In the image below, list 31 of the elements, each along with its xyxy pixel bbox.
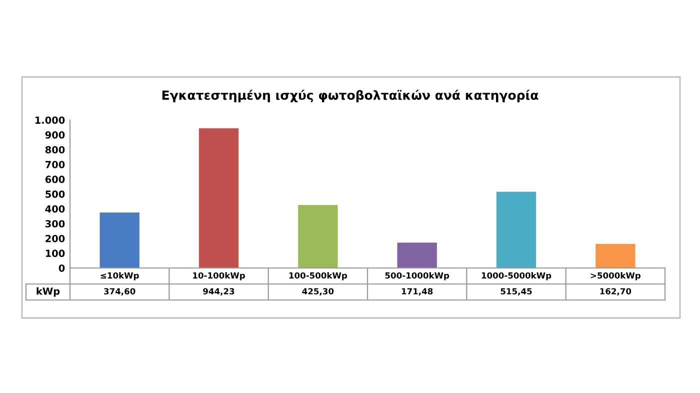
y-tick-label: 800 <box>45 146 65 154</box>
y-tick-label: 0 <box>58 264 65 272</box>
data-label: 425,30 <box>302 288 334 296</box>
data-label: 162,70 <box>600 288 632 296</box>
y-tick-label: 600 <box>45 176 65 184</box>
y-tick-label: 1.000 <box>35 116 65 124</box>
bar <box>496 192 536 268</box>
data-label: 944,23 <box>203 288 234 296</box>
text: kWp <box>36 287 60 297</box>
bar <box>397 242 437 268</box>
x-tick-label: 1000-5000kWp <box>482 272 552 280</box>
bar <box>100 212 140 268</box>
y-tick-label: 300 <box>45 220 65 228</box>
bar <box>298 205 338 268</box>
y-tick-label: 700 <box>45 160 65 168</box>
chart-title: Εγκατεστημένη ισχύς φωτοβολταϊκών ανά κατηγορία <box>162 90 538 102</box>
x-tick-label: 10-100kWp <box>193 272 245 280</box>
y-tick-label: 500 <box>46 190 65 198</box>
x-tick-label: >5000kWp <box>590 272 640 280</box>
y-tick-label: 400 <box>45 205 65 213</box>
data-label: 515,45 <box>500 288 532 296</box>
data-label: 171,48 <box>402 288 433 296</box>
data-label: 374,60 <box>104 288 136 296</box>
x-tick-label: 100-500kWp <box>289 272 348 280</box>
y-tick-label: 200 <box>46 234 65 242</box>
y-tick-label: 100 <box>46 250 65 258</box>
y-tick-label: 900 <box>45 131 65 139</box>
x-tick-label: 500-1000kWp <box>385 272 450 280</box>
x-tick-label: ≤10kWp <box>100 272 139 280</box>
bar <box>596 244 636 268</box>
bar <box>198 128 239 268</box>
